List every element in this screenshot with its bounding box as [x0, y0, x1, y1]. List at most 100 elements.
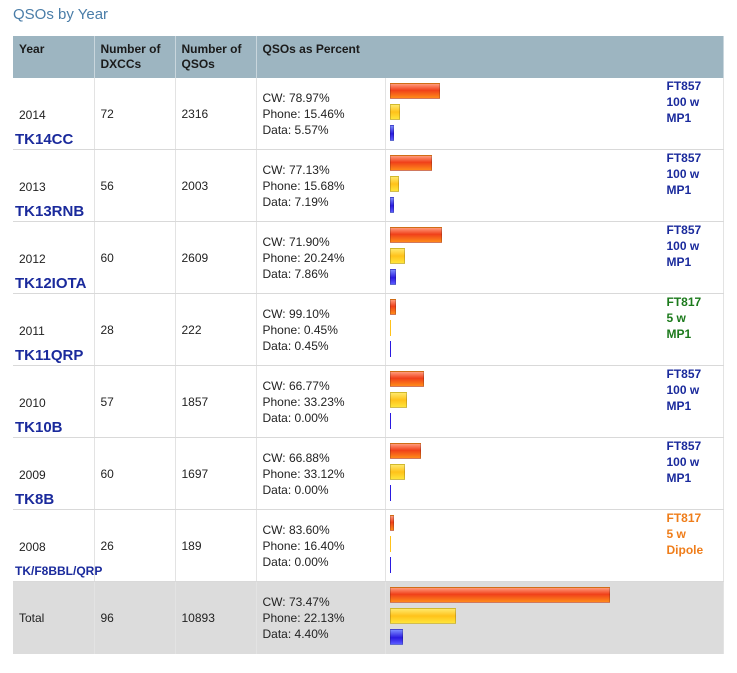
- rig-line: FT857: [666, 367, 702, 381]
- rig-line: FT817: [666, 295, 702, 309]
- callsign-link[interactable]: TK12IOTA: [15, 275, 87, 292]
- rig-line: FT857: [666, 439, 702, 453]
- year-value: 2013: [19, 180, 46, 194]
- header-qsos: Number of QSOs: [175, 36, 257, 78]
- rig-line: FT857: [666, 79, 702, 93]
- phone-percent: Phone: 22.13%: [262, 611, 345, 625]
- table-row: 2010 TK10B 57 1857 CW: 66.77% Phone: 33.23% Da…: [13, 365, 724, 438]
- cw-bar: [389, 227, 442, 243]
- bars-cell: FT817 5 w MP1: [385, 293, 724, 366]
- percent-cell: CW: 71.90% Phone: 20.24% Data: 7.86%: [256, 221, 386, 294]
- table-row: 2009 TK8B 60 1697 CW: 66.88% Phone: 33.12% Dat…: [13, 437, 724, 510]
- percent-cell: CW: 99.10% Phone: 0.45% Data: 0.45%: [256, 293, 386, 366]
- percent-cell: CW: 66.88% Phone: 33.12% Data: 0.00%: [256, 437, 386, 510]
- percent-cell: CW: 66.77% Phone: 33.23% Data: 0.00%: [256, 365, 386, 438]
- cw-percent: CW: 66.77%: [262, 378, 330, 393]
- year-cell: 2013 TK13RNB: [13, 149, 95, 222]
- bars-cell: [385, 581, 724, 654]
- rig-line: Dipole: [666, 543, 704, 557]
- bars-cell: FT857 100 w MP1: [385, 365, 724, 438]
- callsign-link[interactable]: TK13RNB: [15, 203, 85, 220]
- phone-bar: [389, 248, 405, 264]
- rig-info: FT857 100 w MP1: [667, 438, 702, 486]
- callsign-link[interactable]: TK10B: [15, 419, 63, 436]
- rig-info: FT817 5 w Dipole: [667, 510, 704, 558]
- rig-line: 100 w: [666, 167, 700, 181]
- cw-percent: CW: 73.47%: [262, 595, 330, 609]
- rig-line: MP1: [666, 255, 692, 269]
- data-percent: Data: 0.00%: [262, 410, 329, 425]
- table-row: 2013 TK13RNB 56 2003 CW: 77.13% Phone: 15.68%…: [13, 149, 724, 222]
- data-bar: [389, 629, 403, 645]
- cw-bar: [389, 443, 421, 459]
- cw-percent: CW: 71.90%: [262, 234, 330, 249]
- data-bar: [389, 125, 394, 141]
- dxccs-value: 72: [94, 78, 176, 150]
- qsos-value: 2316: [175, 78, 257, 150]
- rig-info: FT857 100 w MP1: [667, 222, 702, 270]
- rig-line: FT817: [666, 511, 702, 525]
- callsign-link[interactable]: TK14CC: [15, 131, 74, 148]
- data-percent: Data: 5.57%: [262, 122, 329, 137]
- dxccs-value: 60: [94, 437, 176, 510]
- year-value: 2014: [19, 108, 46, 122]
- rig-info: FT817 5 w MP1: [667, 294, 702, 342]
- callsign-link[interactable]: TK8B: [15, 491, 55, 508]
- rig-line: FT857: [666, 223, 702, 237]
- data-bar: [389, 197, 394, 213]
- total-label: Total: [13, 581, 95, 654]
- rig-line: 100 w: [666, 95, 700, 109]
- bars-cell: FT857 100 w MP1: [385, 437, 724, 510]
- data-percent: Data: 7.19%: [262, 194, 329, 209]
- data-percent: Data: 7.86%: [262, 266, 329, 281]
- phone-bar: [389, 320, 391, 336]
- callsign-link[interactable]: TK11QRP: [15, 347, 84, 364]
- rig-line: 100 w: [666, 455, 700, 469]
- qso-table: Year Number of DXCCs Number of QSOs QSOs a…: [13, 36, 724, 654]
- qsos-value: 1697: [175, 437, 257, 510]
- table-row: 2014 TK14CC 72 2316 CW: 78.97% Phone: 15.46% D…: [13, 78, 724, 150]
- dxccs-value: 26: [94, 509, 176, 582]
- data-bar: [389, 269, 396, 285]
- percent-cell: CW: 77.13% Phone: 15.68% Data: 7.19%: [256, 149, 386, 222]
- rig-line: 100 w: [666, 383, 700, 397]
- rig-info: FT857 100 w MP1: [667, 150, 702, 198]
- data-percent: Data: 0.00%: [262, 554, 329, 569]
- year-cell: 2011 TK11QRP: [13, 293, 95, 366]
- phone-percent: Phone: 33.12%: [262, 466, 345, 481]
- bars-cell: FT817 5 w Dipole: [385, 509, 724, 582]
- percent-cell: CW: 78.97% Phone: 15.46% Data: 5.57%: [256, 78, 386, 150]
- bars-cell: FT857 100 w MP1: [385, 221, 724, 294]
- table-row: 2008 TK/F8BBL/QRP 26 189 CW: 83.60% Phone: 16…: [13, 509, 724, 582]
- cw-bar: [389, 515, 394, 531]
- dxccs-value: 28: [94, 293, 176, 366]
- year-value: 2011: [19, 324, 45, 338]
- total-dxccs: 96: [94, 581, 176, 654]
- phone-percent: Phone: 16.40%: [262, 538, 345, 553]
- year-value: 2010: [19, 396, 46, 410]
- phone-percent: Phone: 15.68%: [262, 178, 345, 193]
- year-cell: 2010 TK10B: [13, 365, 95, 438]
- cw-percent: CW: 66.88%: [262, 450, 330, 465]
- cw-percent: CW: 83.60%: [262, 522, 330, 537]
- header-year: Year: [13, 36, 95, 78]
- total-row: Total 96 10893 CW: 73.47% Phone: 22.13% Data:…: [13, 581, 724, 654]
- callsign-link[interactable]: TK/F8BBL/QRP: [15, 564, 103, 578]
- rig-line: 100 w: [666, 239, 700, 253]
- year-value: 2008: [19, 540, 46, 554]
- phone-percent: Phone: 33.23%: [262, 394, 345, 409]
- cw-bar: [389, 371, 424, 387]
- qsos-value: 1857: [175, 365, 257, 438]
- qsos-value: 222: [175, 293, 257, 366]
- percent-cell: CW: 73.47% Phone: 22.13% Data: 4.40%: [256, 581, 386, 654]
- phone-percent: Phone: 20.24%: [262, 250, 345, 265]
- data-bar: [389, 413, 391, 429]
- phone-bar: [389, 176, 399, 192]
- year-value: 2012: [19, 252, 46, 266]
- rig-line: 5 w: [666, 527, 686, 541]
- rig-line: MP1: [666, 327, 692, 341]
- rig-line: 5 w: [666, 311, 686, 325]
- total-qsos: 10893: [175, 581, 257, 654]
- year-value: 2009: [19, 468, 46, 482]
- data-bar: [389, 341, 391, 357]
